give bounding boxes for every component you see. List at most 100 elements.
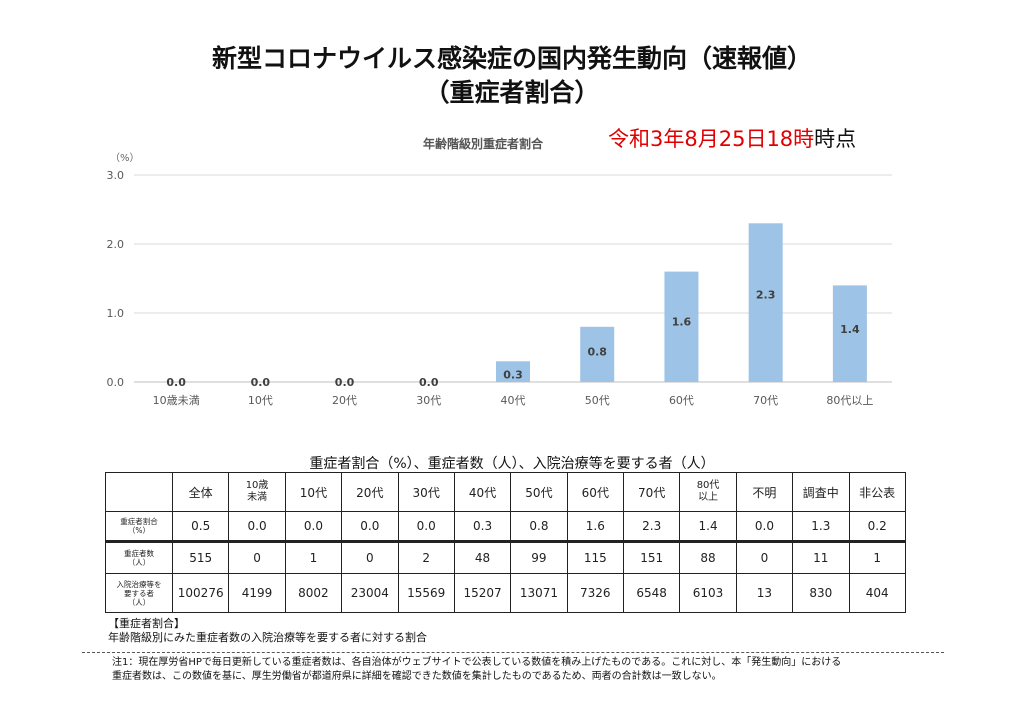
table-cell: 11 <box>792 540 850 574</box>
data-label: 0.0 <box>251 376 271 389</box>
row-label: 入院治療等を 要する者 （人） <box>105 573 173 613</box>
note-text: 年齢階級別にみた重症者数の入院治療等を要する者に対する割合 <box>108 631 427 644</box>
column-header-text: 10歳 <box>245 480 269 491</box>
table-cell: 0.0 <box>397 511 455 542</box>
table-cell: 2 <box>397 540 455 574</box>
table-cell: 13071 <box>510 573 568 613</box>
row-label-text: 重症者割合 <box>120 517 158 526</box>
data-label: 1.4 <box>840 323 860 336</box>
x-tick-label: 20代 <box>332 394 357 407</box>
x-tick-label: 60代 <box>669 394 694 407</box>
table-corner-cell <box>105 472 173 512</box>
footnote-line2: 重症者数は、この数値を基に、厚生労働省が都道府県に詳細を確認できた数値を集計した… <box>112 671 722 682</box>
footnote: 注1：現在厚労省HPで毎日更新している重症者数は、各自治体がウェブサイトで公表し… <box>112 656 942 684</box>
table-cell: 1.6 <box>566 511 625 542</box>
bar <box>580 326 615 382</box>
table-cell: 151 <box>622 540 681 574</box>
data-label: 0.8 <box>587 346 607 359</box>
column-header-text: 40代 <box>468 485 497 500</box>
data-label: 0.0 <box>166 376 186 389</box>
chart-caption: 年齢階級別重症者割合 <box>423 137 544 151</box>
table-cell: 7326 <box>566 573 625 613</box>
column-header-text: 全体 <box>188 485 213 500</box>
table-cell: 48 <box>453 540 512 574</box>
divider <box>82 652 944 653</box>
column-header-text: 不明 <box>752 485 777 500</box>
table-cell: 1 <box>284 540 343 574</box>
y-tick-label: 2.0 <box>107 238 125 251</box>
table-cell: 88 <box>679 540 737 574</box>
column-header: 80代 以上 <box>679 472 737 512</box>
column-header-text: 20代 <box>356 485 384 500</box>
row-label-text: （%） <box>127 526 151 535</box>
x-tick-label: 30代 <box>416 394 441 407</box>
x-tick-label: 80代以上 <box>826 394 873 407</box>
column-header-text: 非公表 <box>859 485 896 500</box>
timestamp-tail: 時点 <box>814 127 857 151</box>
column-header: 30代 <box>397 472 455 512</box>
footnote-line1: 注1：現在厚労省HPで毎日更新している重症者数は、各自治体がウェブサイトで公表し… <box>112 657 842 668</box>
column-header-text: 50代 <box>525 485 553 500</box>
note-block: 【重症者割合】 年齢階級別にみた重症者数の入院治療等を要する者に対する割合 <box>108 617 427 645</box>
row-label-text: 入院治療等を <box>116 579 162 589</box>
table-cell: 404 <box>848 573 906 613</box>
note-heading: 【重症者割合】 <box>108 617 185 630</box>
x-tick-label: 40代 <box>501 394 526 407</box>
x-tick-label: 10歳未満 <box>153 394 200 407</box>
table-cell: 6103 <box>679 573 737 613</box>
column-header: 非公表 <box>848 472 906 512</box>
column-header-text: 未満 <box>247 492 268 503</box>
data-label: 0.0 <box>335 376 355 389</box>
column-header-text: 80代 <box>696 480 720 491</box>
data-table: 全体 10歳 未満 10代 20代 30代 40代 50代 60代 70代 80代 以上 不明 調査中 非公… <box>105 472 906 613</box>
table-cell: 0.2 <box>848 511 906 542</box>
row-label-text: 要する者 <box>124 588 154 598</box>
column-header: 調査中 <box>792 472 850 512</box>
column-header: 10歳 未満 <box>228 472 286 512</box>
table-cell: 115 <box>566 540 625 574</box>
table-cell: 1.3 <box>792 511 850 542</box>
y-tick-label: 0.0 <box>107 376 125 389</box>
column-header: 70代 <box>622 472 681 512</box>
table-cell: 6548 <box>622 573 681 613</box>
column-header: 全体 <box>171 472 230 512</box>
data-label: 2.3 <box>756 289 776 302</box>
table-cell: 100276 <box>171 573 230 613</box>
table-cell: 99 <box>510 540 568 574</box>
bar <box>748 223 783 382</box>
table-cell: 1 <box>848 540 906 574</box>
table-row: 重症者割合 （%） 0.5 0.0 0.0 0.0 0.0 0.3 0.8 1.6 2.3 1.4 0.… <box>105 511 906 542</box>
column-header: 不明 <box>735 472 794 512</box>
table-row: 重症者数 （人） 515 0 1 0 2 48 99 115 151 88 0 11 1 <box>105 540 906 574</box>
column-header-text: 30代 <box>412 485 440 500</box>
table-row: 入院治療等を 要する者 （人） 100276 4199 8002 23004 15569 152… <box>105 573 906 613</box>
table-cell: 1.4 <box>679 511 737 542</box>
y-unit-label: （%） <box>110 152 140 164</box>
table-cell: 2.3 <box>622 511 681 542</box>
table-cell: 0.5 <box>171 511 230 542</box>
table-cell: 13 <box>735 573 794 613</box>
table-cell: 4199 <box>228 573 286 613</box>
y-tick-label: 1.0 <box>107 307 125 320</box>
data-label: 0.3 <box>503 368 523 381</box>
data-label: 1.6 <box>672 315 692 328</box>
table-cell: 0.0 <box>735 511 794 542</box>
table-cell: 15207 <box>453 573 512 613</box>
bar <box>832 285 867 382</box>
column-header: 20代 <box>341 472 399 512</box>
table-cell: 0 <box>228 540 286 574</box>
table-cell: 8002 <box>284 573 343 613</box>
table-cell: 0.8 <box>510 511 568 542</box>
page-subtitle: （重症者割合） <box>424 78 600 107</box>
table-cell: 0.0 <box>228 511 286 542</box>
column-header-text: 10代 <box>299 485 328 500</box>
x-tick-label: 50代 <box>585 394 610 407</box>
table-caption: 重症者割合（%）、重症者数（人）、入院治療等を要する者（人） <box>309 456 715 472</box>
column-header: 50代 <box>510 472 568 512</box>
timestamp: 令和3年8月25日18時時点 <box>608 123 856 153</box>
table-cell: 0.0 <box>284 511 343 542</box>
table-cell: 15569 <box>397 573 455 613</box>
column-header-text: 調査中 <box>802 485 839 500</box>
bar <box>496 361 530 382</box>
row-label: 重症者数 （人） <box>105 540 173 574</box>
